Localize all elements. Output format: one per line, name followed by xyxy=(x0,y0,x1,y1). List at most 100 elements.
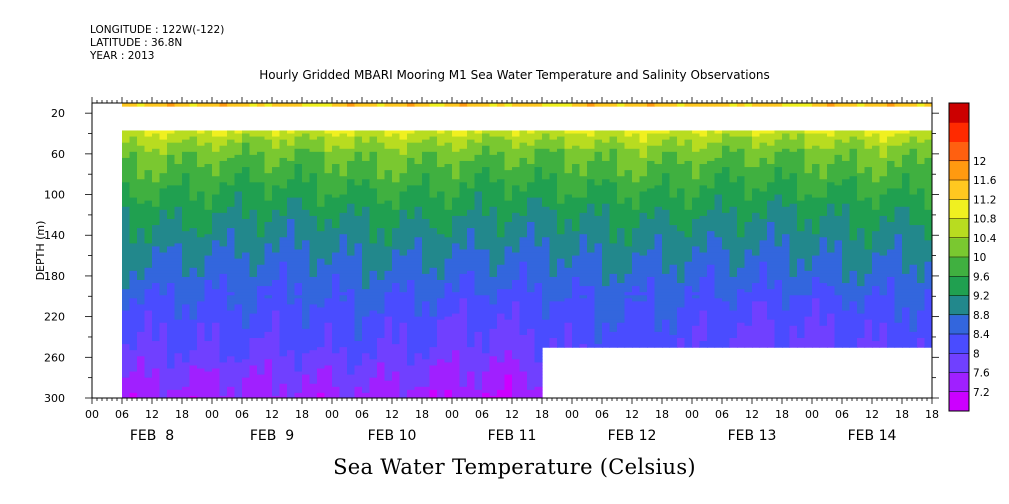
contour-cell xyxy=(137,243,146,248)
contour-cell xyxy=(264,203,273,208)
contour-cell xyxy=(257,270,266,275)
contour-cell xyxy=(347,267,356,272)
contour-cell xyxy=(152,206,161,211)
contour-cell xyxy=(197,322,206,327)
contour-cell xyxy=(414,374,423,379)
contour-cell xyxy=(519,246,528,251)
contour-cell xyxy=(204,160,213,165)
contour-cell xyxy=(152,280,161,284)
contour-cell xyxy=(287,185,296,190)
contour-cell xyxy=(302,197,311,202)
contour-cell xyxy=(129,298,138,302)
contour-cell xyxy=(317,264,326,269)
contour-cell xyxy=(414,231,423,235)
contour-cell xyxy=(204,206,213,211)
contour-cell xyxy=(309,280,318,284)
contour-cell xyxy=(467,194,476,199)
contour-cell xyxy=(534,164,543,168)
contour-cell xyxy=(534,319,543,324)
contour-cell xyxy=(129,283,138,287)
contour-cell xyxy=(204,389,213,394)
contour-cell xyxy=(377,173,386,177)
contour-cell xyxy=(189,325,198,330)
contour-cell xyxy=(429,344,438,348)
contour-cell xyxy=(272,261,281,266)
contour-cell xyxy=(407,264,416,269)
contour-cell xyxy=(317,176,326,180)
contour-cell xyxy=(437,304,446,309)
contour-cell xyxy=(197,246,206,251)
contour-cell xyxy=(324,154,333,159)
contour-cell xyxy=(497,206,506,211)
contour-cell xyxy=(444,359,453,363)
contour-cell xyxy=(369,344,378,348)
contour-cell xyxy=(122,359,131,363)
contour-cell xyxy=(534,167,543,171)
contour-cell xyxy=(122,362,131,367)
contour-cell xyxy=(362,218,371,223)
contour-cell xyxy=(399,130,408,135)
contour-cell xyxy=(339,222,348,226)
contour-cell xyxy=(519,307,528,312)
contour-cell xyxy=(459,286,468,290)
contour-cell xyxy=(279,316,288,321)
contour-cell xyxy=(182,362,191,367)
contour-cell xyxy=(399,389,408,394)
contour-cell xyxy=(227,136,236,141)
contour-cell xyxy=(467,371,476,376)
contour-cell xyxy=(489,237,498,241)
contour-cell xyxy=(347,292,356,296)
contour-cell xyxy=(144,197,153,202)
contour-cell xyxy=(527,209,536,214)
contour-cell xyxy=(399,368,408,373)
contour-cell xyxy=(294,194,303,199)
contour-cell xyxy=(302,130,311,135)
contour-cell xyxy=(347,133,356,138)
contour-cell xyxy=(317,362,326,367)
contour-cell xyxy=(204,203,213,208)
contour-cell xyxy=(414,185,423,190)
contour-cell xyxy=(362,188,371,193)
contour-cell xyxy=(137,395,146,398)
contour-cell xyxy=(332,377,341,382)
contour-cell xyxy=(129,328,138,333)
contour-cell xyxy=(489,380,498,385)
contour-cell xyxy=(512,344,521,348)
contour-cell xyxy=(354,145,363,150)
contour-cell xyxy=(264,350,273,354)
contour-cell xyxy=(152,337,161,342)
contour-cell xyxy=(144,298,153,302)
contour-cell xyxy=(287,325,296,330)
contour-cell xyxy=(129,337,138,342)
contour-cell xyxy=(174,386,183,391)
contour-cell xyxy=(407,389,416,394)
contour-cell xyxy=(182,331,191,336)
contour-cell xyxy=(204,319,213,324)
contour-cell xyxy=(212,246,221,251)
contour-cell xyxy=(527,322,536,327)
contour-cell xyxy=(227,356,236,360)
contour-cell xyxy=(174,310,183,315)
contour-cell xyxy=(534,362,543,367)
contour-cell xyxy=(369,240,378,244)
contour-cell xyxy=(279,103,288,107)
contour-cell xyxy=(407,237,416,241)
contour-cell xyxy=(257,148,266,153)
contour-cell xyxy=(294,225,303,229)
contour-cell xyxy=(279,374,288,379)
contour-cell xyxy=(504,246,513,251)
contour-cell xyxy=(392,252,401,257)
contour-cell xyxy=(144,222,153,226)
contour-cell xyxy=(302,374,311,379)
contour-cell xyxy=(384,280,393,284)
contour-cell xyxy=(399,197,408,202)
contour-cell xyxy=(257,103,266,107)
contour-cell xyxy=(414,301,423,306)
contour-cell xyxy=(497,377,506,382)
contour-cell xyxy=(249,225,258,229)
contour-cell xyxy=(437,203,446,208)
contour-cell xyxy=(197,200,206,205)
contour-cell xyxy=(474,328,483,333)
contour-cell xyxy=(257,356,266,360)
